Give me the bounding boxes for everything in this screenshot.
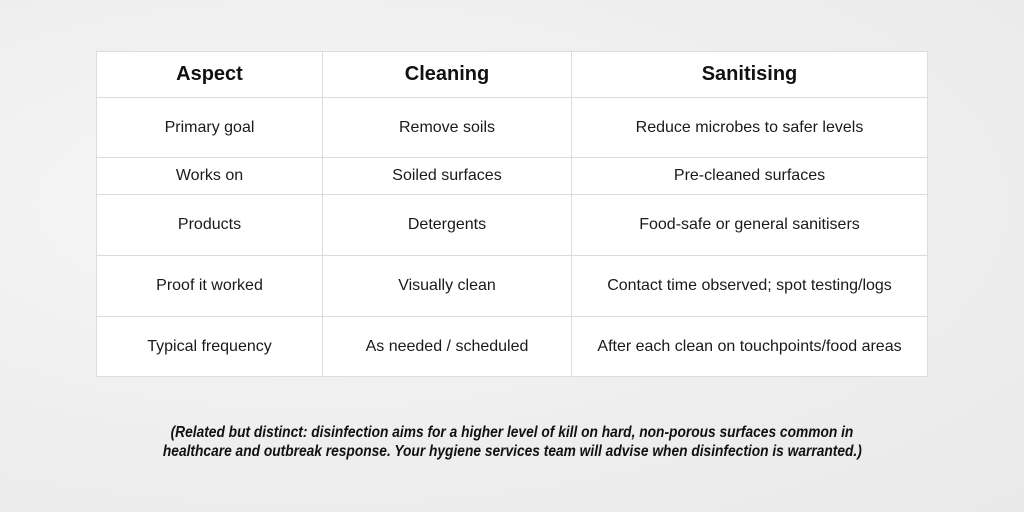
header-cleaning: Cleaning xyxy=(322,51,572,98)
table-header-row: Aspect Cleaning Sanitising xyxy=(96,51,928,98)
caption-line-1: (Related but distinct: disinfection aims… xyxy=(170,424,854,441)
table-cell: As needed / scheduled xyxy=(322,316,572,377)
table-cell: Reduce microbes to safer levels xyxy=(571,97,928,158)
comparison-table: Aspect Cleaning Sanitising Primary goal … xyxy=(96,51,928,377)
table-cell: Products xyxy=(96,194,323,256)
table-row: Proof it worked Visually clean Contact t… xyxy=(96,255,928,317)
table-cell: Typical frequency xyxy=(96,316,323,377)
caption-line-2: healthcare and outbreak response. Your h… xyxy=(162,443,862,460)
table-row: Primary goal Remove soils Reduce microbe… xyxy=(96,97,928,158)
table-cell: Food-safe or general sanitisers xyxy=(571,194,928,256)
table-cell: Pre-cleaned surfaces xyxy=(571,157,928,195)
table-row: Products Detergents Food-safe or general… xyxy=(96,194,928,256)
caption-note: (Related but distinct: disinfection aims… xyxy=(0,423,1024,461)
table-row: Typical frequency As needed / scheduled … xyxy=(96,316,928,377)
table-cell: Visually clean xyxy=(322,255,572,317)
header-sanitising: Sanitising xyxy=(571,51,928,98)
header-aspect: Aspect xyxy=(96,51,323,98)
table-cell: Works on xyxy=(96,157,323,195)
table-cell: Contact time observed; spot testing/logs xyxy=(571,255,928,317)
table-cell: Primary goal xyxy=(96,97,323,158)
table-cell: Proof it worked xyxy=(96,255,323,317)
table-row: Works on Soiled surfaces Pre-cleaned sur… xyxy=(96,157,928,195)
table-cell: Remove soils xyxy=(322,97,572,158)
table-cell: After each clean on touchpoints/food are… xyxy=(571,316,928,377)
table-cell: Soiled surfaces xyxy=(322,157,572,195)
table-cell: Detergents xyxy=(322,194,572,256)
